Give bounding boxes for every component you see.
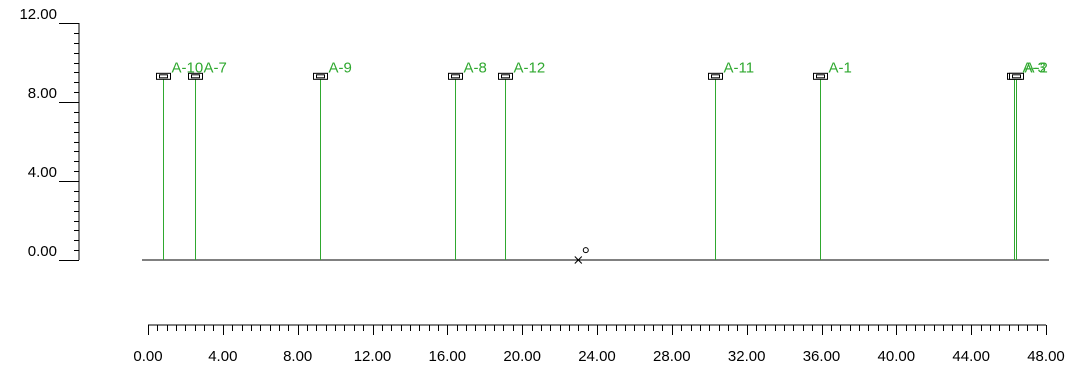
poles-group: A-10 A-7 A-9 A-8 A-12 A-11 A-1 A-3A-2 (156, 59, 1048, 260)
markers-group (574, 247, 589, 264)
pole-label: A-10 (172, 59, 204, 76)
y-axis: 0.00 4.00 8.00 12.00 (19, 6, 80, 261)
pole-a-2: A-2 (1009, 59, 1048, 260)
x-tick-label: 12.00 (354, 348, 392, 365)
pole-a-3: A-3 (1007, 59, 1046, 260)
pole-label: A-9 (329, 59, 352, 76)
pole-a-9: A-9 (313, 59, 352, 260)
y-tick-label: 8.00 (28, 85, 57, 102)
luminaire-lamp (191, 74, 200, 79)
x-axis: 0.00 4.00 8.00 12.00 16.00 20.00 24.00 28.00 32.… (133, 324, 1065, 365)
pole-a-11: A-11 (708, 59, 755, 260)
luminaire-fixture (708, 72, 723, 80)
x-marker-stroke (574, 256, 583, 264)
y-tick-label: 0.00 (28, 243, 57, 260)
x-tick-label: 4.00 (208, 348, 237, 365)
x-tick-label: 16.00 (429, 348, 467, 365)
pole-a-7: A-7 (188, 59, 227, 260)
x-tick-label: 28.00 (653, 348, 691, 365)
pole-label: A-8 (464, 59, 487, 76)
pole-label: A-7 (204, 59, 227, 76)
luminaire-lamp (159, 74, 168, 79)
pole-label: A-12 (514, 59, 546, 76)
y-tick-label: 12.00 (19, 6, 57, 23)
pole-label: A-1 (829, 59, 852, 76)
x-tick-label: 0.00 (133, 348, 162, 365)
pole-a-8: A-8 (448, 59, 487, 260)
pole-label: A-2 (1025, 59, 1048, 76)
x-tick-label: 8.00 (283, 348, 312, 365)
x-tick-label: 32.00 (728, 348, 766, 365)
luminaire-lamp (711, 74, 720, 79)
luminaire-fixture (188, 72, 203, 80)
x-tick-label: 20.00 (503, 348, 541, 365)
pole-a-10: A-10 (156, 59, 204, 260)
luminaire-fixture (313, 72, 328, 80)
luminaire-lamp (1012, 74, 1021, 79)
luminaire-fixture (448, 72, 463, 80)
luminaire-lamp (501, 74, 510, 79)
luminaire-lamp (451, 74, 460, 79)
x-tick-label: 48.00 (1027, 348, 1065, 365)
luminaire-fixture (1009, 72, 1024, 80)
x-tick-label: 36.00 (803, 348, 841, 365)
luminaire-lamp (816, 74, 825, 79)
luminaire-fixture (498, 72, 513, 80)
luminaire-fixture (813, 72, 828, 80)
pole-label: A-3 (1023, 59, 1046, 76)
pole-a-1: A-1 (813, 59, 852, 260)
pole-a-12: A-12 (498, 59, 546, 260)
luminaire-fixture (156, 72, 171, 80)
x-marker (574, 256, 583, 264)
x-tick-label: 24.00 (578, 348, 616, 365)
pole-label: A-11 (724, 59, 755, 76)
x-tick-label: 44.00 (952, 348, 990, 365)
circle-marker (582, 247, 589, 254)
x-tick-label: 40.00 (878, 348, 916, 365)
luminaire-lamp (316, 74, 325, 79)
y-tick-label: 4.00 (28, 164, 57, 181)
